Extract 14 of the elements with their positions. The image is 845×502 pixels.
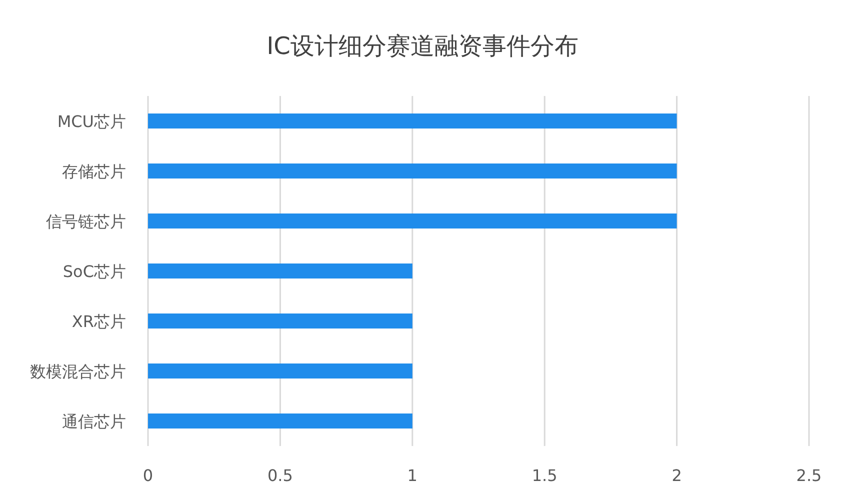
y-tick-label: 通信芯片 (62, 412, 126, 431)
x-tick-label: 1.5 (532, 466, 558, 485)
x-tick-label: 2 (672, 466, 682, 485)
y-tick-label: 存储芯片 (62, 162, 126, 181)
y-tick-label: 信号链芯片 (46, 212, 126, 231)
y-tick-label: 数模混合芯片 (30, 362, 126, 381)
y-tick-label: MCU芯片 (57, 112, 126, 131)
x-tick-label: 1 (407, 466, 418, 485)
y-tick-label: SoC芯片 (62, 262, 126, 281)
y-tick-label: XR芯片 (72, 312, 126, 331)
chart-title: IC设计细分赛道融资事件分布 (266, 32, 578, 60)
x-tick-label: 2.5 (796, 466, 822, 485)
x-tick-label: 0.5 (267, 466, 293, 485)
x-tick-label: 0 (142, 466, 154, 485)
